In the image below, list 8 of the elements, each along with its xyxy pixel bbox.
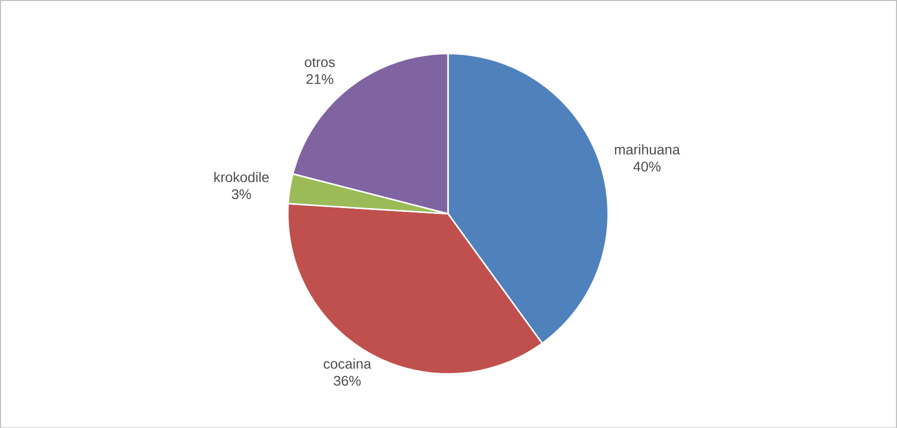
data-label: 36% — [334, 376, 361, 386]
slice-label: cocaina — [324, 358, 372, 369]
data-label: 40% — [633, 161, 660, 172]
slice-label: marihuana — [614, 144, 680, 154]
data-label: 3% — [232, 188, 251, 199]
slice-label: krokodile — [214, 172, 269, 182]
data-label: 21% — [306, 74, 334, 84]
slice-label: otros — [304, 58, 335, 67]
